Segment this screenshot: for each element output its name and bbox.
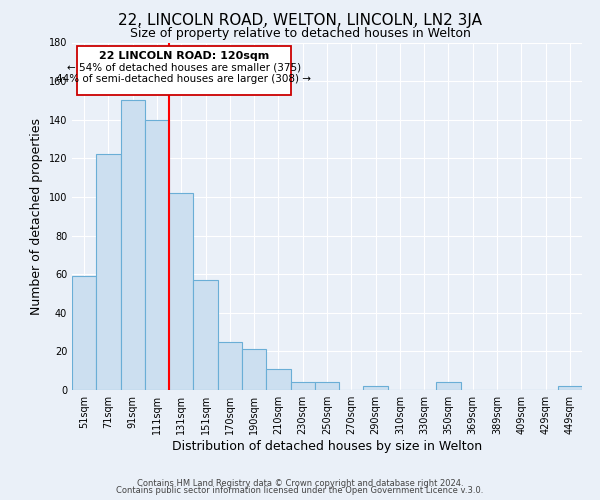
Bar [218,342,242,390]
Text: ← 54% of detached houses are smaller (375): ← 54% of detached houses are smaller (37… [67,63,301,73]
Bar [169,193,193,390]
Bar [72,276,96,390]
Bar [364,386,388,390]
Text: 22 LINCOLN ROAD: 120sqm: 22 LINCOLN ROAD: 120sqm [98,51,269,61]
Text: Contains public sector information licensed under the Open Government Licence v.: Contains public sector information licen… [116,486,484,495]
Bar [290,382,315,390]
Bar [96,154,121,390]
Text: 22, LINCOLN ROAD, WELTON, LINCOLN, LN2 3JA: 22, LINCOLN ROAD, WELTON, LINCOLN, LN2 3… [118,12,482,28]
Bar [242,350,266,390]
FancyBboxPatch shape [77,46,290,94]
Bar [266,369,290,390]
Text: Contains HM Land Registry data © Crown copyright and database right 2024.: Contains HM Land Registry data © Crown c… [137,478,463,488]
Bar [145,120,169,390]
Bar [558,386,582,390]
Bar [121,100,145,390]
X-axis label: Distribution of detached houses by size in Welton: Distribution of detached houses by size … [172,440,482,453]
Bar [193,280,218,390]
Text: Size of property relative to detached houses in Welton: Size of property relative to detached ho… [130,28,470,40]
Y-axis label: Number of detached properties: Number of detached properties [30,118,43,315]
Bar [315,382,339,390]
Text: 44% of semi-detached houses are larger (308) →: 44% of semi-detached houses are larger (… [56,74,311,85]
Bar [436,382,461,390]
